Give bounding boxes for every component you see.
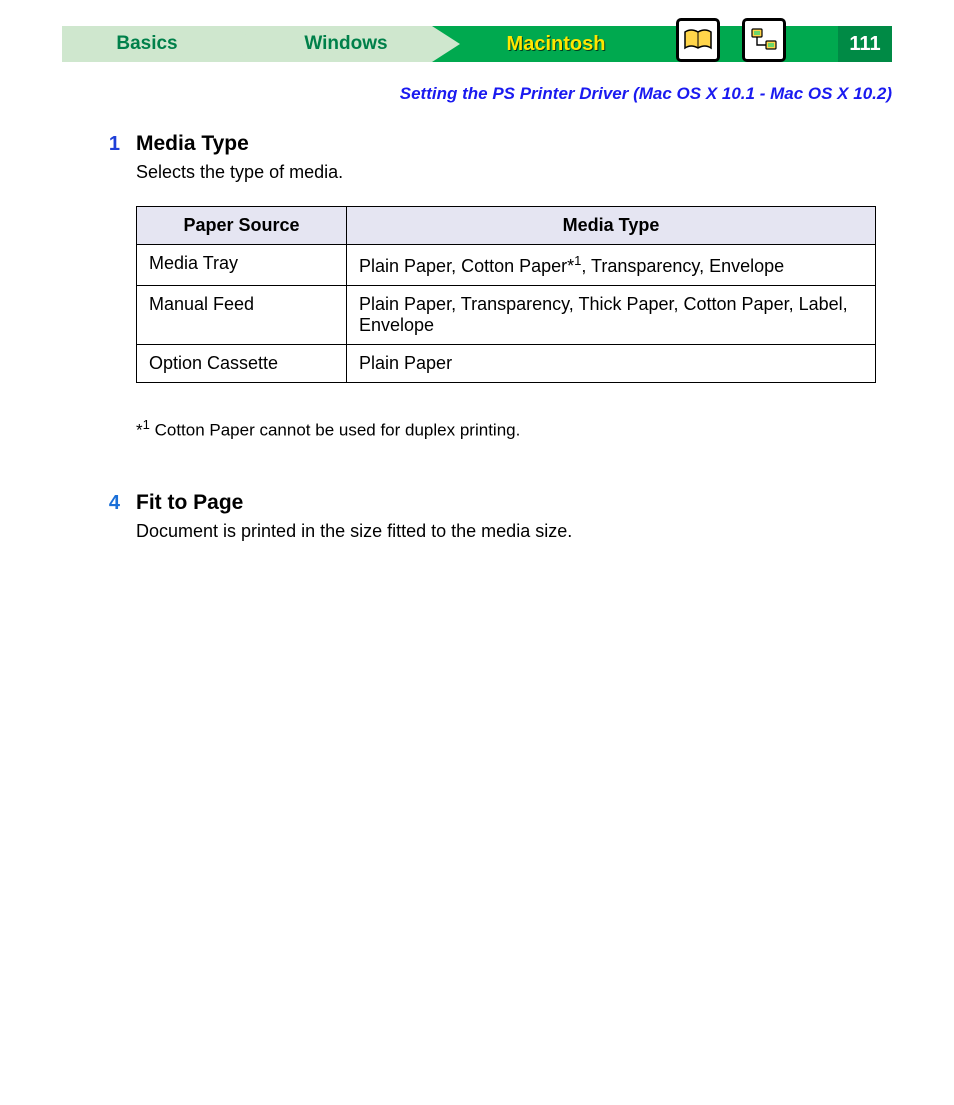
- page-content: 1 Media Type Selects the type of media. …: [96, 132, 876, 593]
- table-cell: Media Tray: [137, 245, 347, 286]
- toolbar-icons: [676, 18, 786, 62]
- table-row: Option Cassette Plain Paper: [137, 345, 876, 383]
- table-cell: Manual Feed: [137, 286, 347, 345]
- section-body: Document is printed in the size fitted t…: [136, 519, 876, 543]
- table-header: Paper Source: [137, 207, 347, 245]
- section-body: Selects the type of media.: [136, 160, 876, 184]
- page-number-value: 111: [849, 33, 880, 56]
- tab-basics[interactable]: Basics: [62, 26, 232, 62]
- table-cell: Option Cassette: [137, 345, 347, 383]
- tab-macintosh-label: Macintosh: [507, 33, 606, 56]
- book-icon[interactable]: [676, 18, 720, 62]
- tab-basics-label: Basics: [116, 33, 177, 55]
- tab-windows-label: Windows: [304, 33, 387, 55]
- section-media-type: 1 Media Type Selects the type of media. …: [96, 132, 876, 441]
- table-header: Media Type: [347, 207, 876, 245]
- media-type-table: Paper Source Media Type Media Tray Plain…: [136, 206, 876, 383]
- tab-windows[interactable]: Windows: [232, 26, 432, 62]
- section-title: Media Type: [136, 132, 249, 156]
- section-fit-to-page: 4 Fit to Page Document is printed in the…: [96, 491, 876, 543]
- page-number: 111: [838, 26, 892, 62]
- table-cell: Plain Paper: [347, 345, 876, 383]
- network-icon[interactable]: [742, 18, 786, 62]
- table-cell: Plain Paper, Transparency, Thick Paper, …: [347, 286, 876, 345]
- table-cell: Plain Paper, Cotton Paper*1, Transparenc…: [347, 245, 876, 286]
- footnote: *1 Cotton Paper cannot be used for duple…: [136, 417, 876, 441]
- section-title: Fit to Page: [136, 491, 243, 515]
- breadcrumb[interactable]: Setting the PS Printer Driver (Mac OS X …: [400, 84, 892, 104]
- table-row: Media Tray Plain Paper, Cotton Paper*1, …: [137, 245, 876, 286]
- section-number: 4: [96, 492, 136, 515]
- tab-macintosh[interactable]: Macintosh: [432, 26, 652, 62]
- section-number: 1: [96, 133, 136, 156]
- table-row: Manual Feed Plain Paper, Transparency, T…: [137, 286, 876, 345]
